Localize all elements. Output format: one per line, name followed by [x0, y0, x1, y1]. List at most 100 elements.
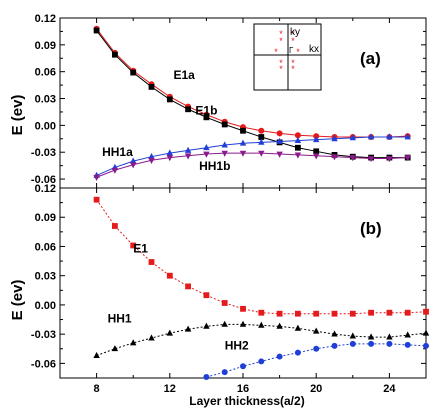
data-point-E1	[368, 309, 374, 316]
inset-label-ky: ky	[290, 27, 300, 38]
data-point-HH2	[276, 353, 283, 360]
data-point-E1b	[112, 51, 118, 58]
inset-k-point: *	[279, 58, 283, 68]
y-axis-label-b: E (ev)	[9, 280, 26, 321]
y-tick-label: 0.06	[35, 241, 56, 253]
data-point-E1	[423, 308, 429, 315]
data-point-HH1a	[367, 133, 375, 140]
data-point-HH1	[166, 329, 173, 336]
data-point-E1	[386, 309, 393, 316]
x-tick-label: 8	[94, 383, 100, 395]
series-label: HH2	[225, 339, 249, 353]
data-point-E1	[148, 259, 155, 265]
data-point-HH1b	[276, 151, 283, 158]
data-point-HH1b	[294, 152, 302, 159]
data-point-HH1a	[184, 146, 192, 153]
data-point-HH1	[184, 325, 192, 332]
data-point-HH1a	[258, 138, 265, 145]
series-label: HH1	[108, 311, 132, 325]
series-label: E1b	[195, 104, 217, 118]
data-point-HH1a	[221, 141, 228, 148]
data-point-HH1b	[239, 150, 247, 157]
data-point-HH2	[313, 345, 320, 352]
inset-k-point: *	[291, 58, 295, 68]
data-point-HH1b	[93, 174, 100, 181]
data-point-E1b	[185, 106, 191, 113]
data-point-E1	[313, 310, 320, 317]
data-point-HH1b	[111, 167, 119, 174]
data-point-HH1b	[184, 153, 192, 160]
data-point-HH2	[294, 349, 301, 356]
data-point-HH1b	[148, 157, 155, 164]
data-point-HH1	[221, 320, 228, 327]
data-point-HH1	[93, 351, 100, 358]
data-point-HH1	[148, 334, 155, 341]
y-tick-label: -0.03	[31, 147, 56, 159]
data-point-HH2	[386, 340, 393, 347]
data-point-HH1b	[404, 155, 411, 162]
panel-label: (a)	[360, 49, 381, 68]
panel-label: (b)	[360, 219, 382, 238]
inset-k-point: *	[274, 47, 278, 57]
panel-b: 0.12 0.09 0.06 0.03 0.00 -0.03 -0.06 8 12 16 20 24 E…	[31, 183, 430, 395]
data-point-E1b	[313, 148, 320, 155]
y-axis-label-a: E (ev)	[9, 95, 26, 136]
series-label: HH1b	[199, 159, 230, 173]
data-point-HH1	[239, 320, 247, 327]
data-point-E1b	[148, 83, 155, 90]
y-tick-label: 0.00	[35, 300, 56, 312]
data-point-HH1a	[386, 133, 393, 140]
data-point-E1a	[276, 130, 283, 137]
x-axis-label: Layer thickness(a/2)	[189, 394, 304, 408]
data-point-E1	[185, 283, 191, 290]
data-point-HH1b	[386, 156, 393, 163]
data-point-E1b	[258, 134, 265, 140]
data-point-HH1	[203, 322, 210, 329]
series-line-HH1	[96, 323, 427, 357]
data-point-HH1b	[331, 154, 338, 161]
y-tick-label: 0.00	[35, 120, 56, 132]
data-point-HH1a	[166, 149, 173, 156]
data-point-HH1b	[349, 155, 356, 162]
data-point-HH1a	[404, 133, 411, 140]
data-point-E1	[221, 300, 228, 306]
data-point-HH1b	[166, 155, 173, 162]
y-tick-label: 0.06	[35, 67, 56, 79]
data-point-HH1	[313, 327, 320, 334]
data-point-HH2	[368, 340, 375, 347]
data-point-HH1b	[258, 150, 265, 157]
data-point-HH1b	[221, 150, 228, 157]
data-point-HH2	[240, 363, 246, 370]
x-tick-label: 16	[237, 383, 249, 395]
inset-k-point: *	[291, 64, 295, 74]
data-point-E1	[331, 310, 338, 317]
data-point-HH2	[349, 340, 356, 347]
data-point-E1b	[130, 69, 137, 76]
inset-label-gamma: Γ	[289, 46, 294, 55]
data-point-HH2	[258, 358, 265, 365]
inset-k-point: *	[279, 36, 283, 46]
data-point-E1	[166, 272, 173, 279]
y-tick-label: 0.12	[35, 183, 56, 195]
inset-k-point: *	[279, 29, 283, 39]
y-tick-label: -0.03	[31, 329, 56, 341]
data-point-HH1	[331, 330, 338, 337]
series-label: E1	[133, 241, 148, 255]
data-point-HH1	[404, 331, 411, 338]
y-tick-label: -0.06	[31, 358, 56, 370]
data-point-HH1a	[349, 134, 356, 141]
data-point-HH1b	[313, 153, 320, 160]
y-tick-label: 0.12	[35, 13, 56, 25]
data-point-E1	[258, 309, 265, 316]
series-line-E1	[96, 199, 427, 315]
data-point-HH1a	[331, 135, 338, 142]
data-point-HH1	[386, 333, 393, 340]
y-tick-label: 0.09	[35, 212, 56, 224]
data-point-HH2	[404, 341, 411, 348]
data-point-HH1b	[367, 156, 375, 163]
data-point-HH1a	[276, 137, 283, 144]
data-point-HH2	[331, 342, 338, 349]
inset-k-point: *	[291, 29, 295, 39]
data-point-E1	[112, 223, 118, 229]
